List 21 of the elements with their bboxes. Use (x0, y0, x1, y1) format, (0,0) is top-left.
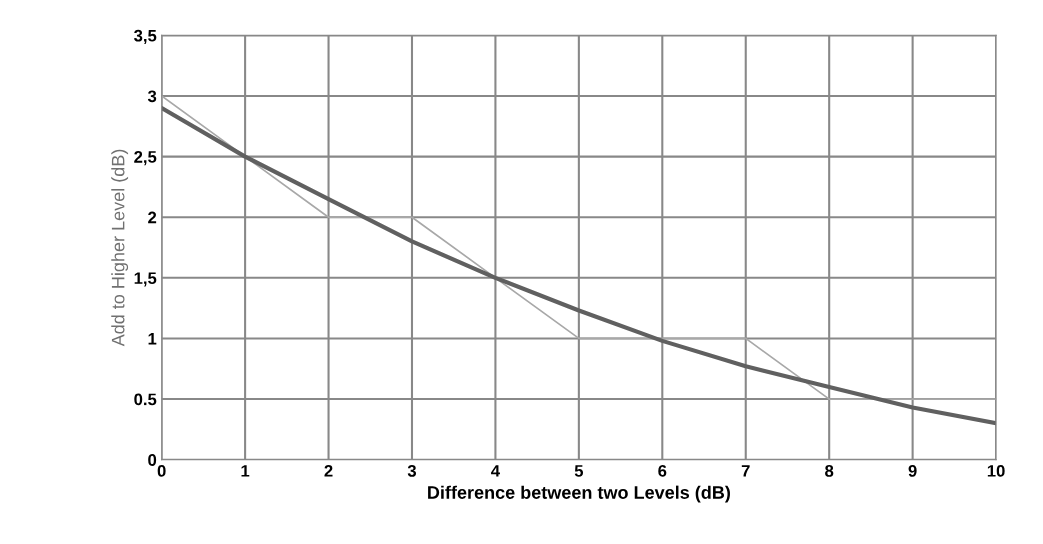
y-axis-title: Add to Higher Level (dB) (111, 149, 129, 347)
x-tick-label: 7 (741, 465, 750, 477)
y-tick-label: 1 (148, 333, 157, 345)
y-tick-label: 3 (147, 90, 157, 103)
x-tick-label: 6 (658, 464, 667, 477)
y-tick-label: 0 (148, 454, 157, 466)
x-tick-label: 2 (324, 464, 333, 477)
x-tick-label: 9 (908, 464, 917, 477)
y-tick-label: 0.5 (134, 393, 157, 406)
x-tick-label: 1 (241, 465, 250, 477)
x-tick-label: 4 (491, 465, 500, 477)
y-tick-label: 3,5 (134, 29, 157, 44)
x-tick-label: 8 (825, 464, 834, 477)
x-tick-label: 10 (987, 464, 1005, 477)
y-tick-label: 2,5 (134, 151, 157, 166)
y-tick-label: 2 (148, 211, 157, 224)
y-tick-label: 1,5 (134, 272, 157, 287)
x-tick-label: 3 (407, 464, 417, 477)
x-tick-label: 0 (157, 464, 166, 477)
x-tick-label: 5 (574, 465, 584, 477)
x-axis-title: Difference between two Levels (dB) (428, 485, 730, 503)
